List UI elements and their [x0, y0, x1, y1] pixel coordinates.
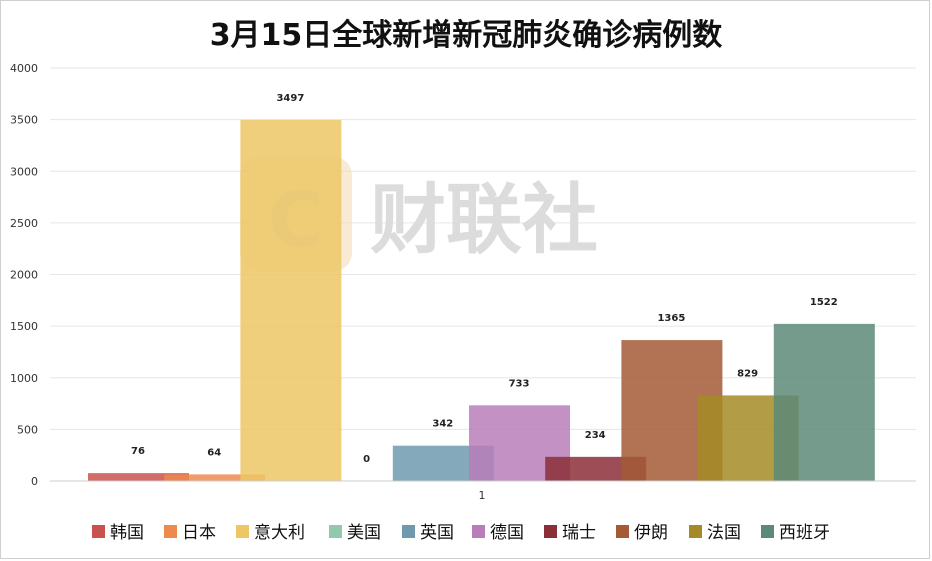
data-label: 0	[363, 454, 370, 465]
data-label: 1522	[810, 297, 838, 308]
bar	[164, 474, 266, 481]
y-tick-label: 0	[31, 475, 38, 488]
data-label: 1365	[657, 313, 685, 324]
y-tick-label: 1500	[10, 320, 38, 333]
bar	[773, 323, 875, 481]
chart-title: 3月15日全球新增新冠肺炎确诊病例数	[209, 18, 723, 53]
bar	[88, 473, 189, 481]
y-tick-label: 500	[17, 423, 38, 436]
legend-swatch	[329, 525, 342, 538]
legend-label: 日本	[182, 523, 216, 543]
data-label: 76	[131, 446, 145, 457]
y-tick-label: 1000	[10, 372, 38, 385]
watermark-text: 财联社	[370, 175, 598, 264]
legend-swatch	[92, 525, 105, 538]
legend-label: 西班牙	[779, 523, 830, 543]
legend-swatch	[472, 525, 485, 538]
legend-swatch	[236, 525, 249, 538]
legend-label: 意大利	[254, 523, 305, 543]
legend-swatch	[616, 525, 629, 538]
bar	[240, 119, 342, 481]
data-label: 3497	[276, 93, 304, 104]
y-tick-label: 4000	[10, 62, 38, 75]
y-tick-label: 2500	[10, 217, 38, 230]
y-tick-label: 3000	[10, 165, 38, 178]
legend-label: 韩国	[110, 523, 144, 543]
legend-label: 瑞士	[562, 523, 596, 543]
legend-label: 英国	[420, 523, 454, 543]
data-label: 234	[585, 430, 606, 441]
legend-label: 美国	[347, 523, 381, 543]
legend-swatch	[544, 525, 557, 538]
legend-swatch	[689, 525, 702, 538]
legend-label: 伊朗	[634, 523, 668, 543]
data-label: 829	[737, 368, 758, 379]
legend-swatch	[164, 525, 177, 538]
legend-label: 法国	[707, 523, 741, 543]
y-tick-label: 3500	[10, 114, 38, 127]
y-tick-label: 2000	[10, 269, 38, 282]
data-label: 733	[509, 378, 530, 389]
legend-swatch	[402, 525, 415, 538]
legend-swatch	[761, 525, 774, 538]
data-label: 64	[207, 447, 221, 458]
legend-label: 德国	[490, 523, 524, 543]
data-label: 342	[432, 419, 453, 430]
x-tick-label: 1	[479, 489, 486, 502]
